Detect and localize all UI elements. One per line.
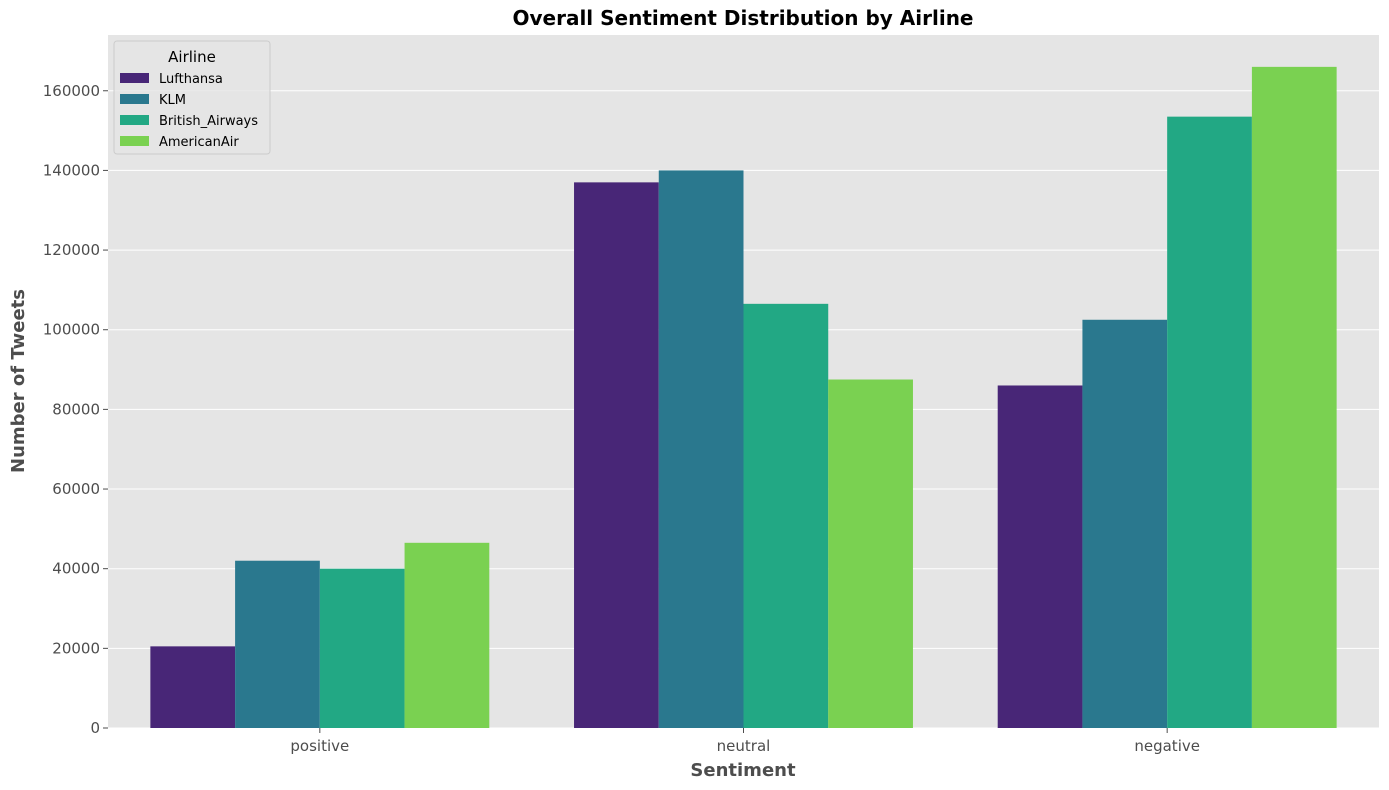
bar-lufthansa-negative — [997, 385, 1083, 728]
y-axis-ticks: 0 20000 40000 60000 80000 100000 120000 140000 1… — [43, 82, 108, 737]
bar-british-airways-neutral — [743, 303, 829, 728]
y-tick-label: 120000 — [43, 241, 100, 259]
x-tick-label-neutral: neutral — [717, 737, 771, 755]
y-axis-label: Number of Tweets — [8, 289, 29, 473]
y-tick-label: 140000 — [43, 161, 100, 179]
legend-swatch-klm — [120, 94, 149, 104]
bar-lufthansa-neutral — [574, 182, 659, 729]
y-tick-label: 100000 — [43, 321, 100, 339]
y-tick-label: 20000 — [52, 639, 100, 657]
bar-british-airways-positive — [319, 568, 405, 728]
x-axis-ticks: positive neutral negative — [290, 728, 1200, 755]
legend-label-british-airways: British_Airways — [159, 114, 258, 129]
y-tick-label: 0 — [90, 719, 100, 737]
y-tick-label: 60000 — [52, 480, 100, 498]
bar-british-airways-negative — [1167, 116, 1252, 729]
bar-americanair-positive — [404, 542, 490, 728]
bar-klm-negative — [1082, 319, 1168, 728]
bar-americanair-neutral — [828, 379, 913, 728]
x-axis-label: Sentiment — [690, 760, 796, 781]
legend-box — [113, 40, 271, 155]
legend-label-americanair: AmericanAir — [159, 135, 239, 150]
legend-swatch-lufthansa — [120, 73, 149, 83]
legend-label-lufthansa: Lufthansa — [159, 72, 223, 87]
bar-americanair-negative — [1251, 66, 1337, 729]
bar-klm-neutral — [658, 170, 744, 728]
legend-title: Airline — [168, 48, 216, 66]
x-tick-label-positive: positive — [290, 737, 349, 755]
bar-lufthansa-positive — [150, 646, 236, 728]
legend: Airline Lufthansa KLM British_Airways Ameri… — [113, 40, 271, 155]
bar-klm-positive — [235, 560, 320, 728]
y-tick-label: 160000 — [43, 82, 100, 100]
x-tick-label-negative: negative — [1134, 737, 1200, 755]
legend-label-klm: KLM — [159, 93, 186, 108]
legend-swatch-british-airways — [120, 115, 149, 125]
y-tick-label: 40000 — [52, 560, 100, 578]
bars — [150, 66, 1337, 729]
legend-items: Lufthansa KLM British_Airways AmericanAir — [120, 72, 258, 150]
chart-title: Overall Sentiment Distribution by Airlin… — [512, 6, 973, 30]
y-tick-label: 80000 — [52, 400, 100, 418]
legend-swatch-americanair — [120, 136, 149, 146]
